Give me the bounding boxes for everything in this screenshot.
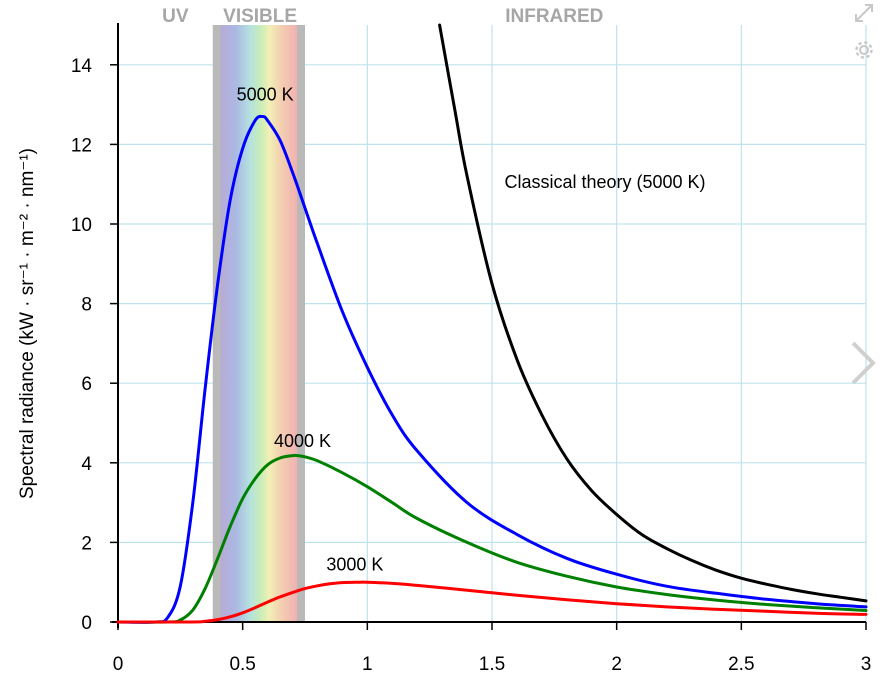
y-axis-title: Spectral radiance (kW · sr⁻¹ · m⁻² · nm⁻… [17, 148, 38, 499]
visible-spectrum [220, 25, 297, 622]
x-tick-label: 1 [362, 654, 373, 675]
region-label-visible: VISIBLE [223, 6, 297, 27]
series-label-3000-k: 3000 K [326, 554, 383, 574]
series-line-classical-theory-5000-k [438, 23, 868, 603]
series-label-classical-theory-5000-k: Classical theory (5000 K) [504, 172, 705, 192]
visible-band [212, 25, 305, 622]
x-tick-label: 0.5 [229, 654, 255, 675]
x-tick-label: 1.5 [479, 654, 505, 675]
y-tick-label: 4 [81, 454, 92, 475]
y-tick-label: 14 [71, 56, 93, 77]
gear-icon[interactable] [851, 37, 877, 63]
x-tick-label: 2.5 [728, 654, 754, 675]
expand-icon[interactable] [853, 2, 875, 24]
y-tick-label: 2 [81, 533, 92, 554]
y-tick-label: 6 [81, 374, 92, 395]
y-tick-label: 12 [71, 135, 92, 156]
series-group [116, 23, 868, 624]
region-label-infrared: INFRARED [505, 6, 603, 27]
series-label-4000-k: 4000 K [274, 431, 331, 451]
axes: 0 0.5 1 1.5 2 2.5 3 0 2 4 6 8 10 12 14 Spectral radianc… [17, 23, 871, 675]
series-line-4000-k [116, 453, 868, 624]
labels-group: 5000 K 4000 K 3000 K Classical theory (5000… [162, 6, 705, 574]
region-label-uv: UV [162, 6, 189, 27]
series-label-5000-k: 5000 K [237, 85, 294, 105]
series-line-3000-k [116, 580, 868, 624]
series-line-5000-k [116, 114, 868, 624]
y-tick-label: 8 [81, 295, 92, 316]
x-tick-label: 3 [861, 654, 872, 675]
y-tick-label: 0 [81, 613, 92, 634]
x-tick-label: 2 [611, 654, 622, 675]
x-tick-label: 0 [113, 654, 124, 675]
chevron-right-icon[interactable] [848, 340, 878, 386]
y-tick-label: 10 [71, 215, 92, 236]
